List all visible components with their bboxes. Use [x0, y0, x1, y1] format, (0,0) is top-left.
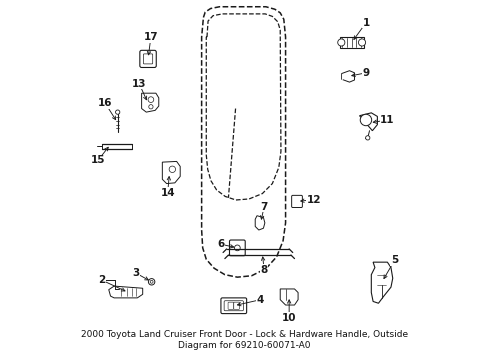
FancyBboxPatch shape	[224, 301, 243, 311]
FancyBboxPatch shape	[227, 302, 233, 309]
FancyBboxPatch shape	[229, 240, 244, 256]
Text: 4: 4	[256, 295, 264, 305]
Circle shape	[234, 245, 240, 251]
Circle shape	[148, 97, 153, 103]
Text: 5: 5	[390, 255, 397, 265]
Polygon shape	[162, 161, 180, 184]
Polygon shape	[280, 289, 298, 305]
Polygon shape	[255, 216, 264, 230]
Circle shape	[337, 39, 344, 46]
Text: 16: 16	[98, 98, 112, 108]
Text: 9: 9	[362, 68, 369, 78]
Text: 13: 13	[132, 78, 146, 89]
Polygon shape	[341, 71, 354, 82]
Polygon shape	[370, 262, 392, 303]
FancyBboxPatch shape	[221, 298, 246, 314]
Circle shape	[148, 105, 153, 109]
FancyBboxPatch shape	[233, 302, 239, 309]
Circle shape	[150, 280, 153, 283]
Polygon shape	[359, 113, 377, 131]
FancyBboxPatch shape	[291, 195, 302, 207]
Text: 1: 1	[362, 18, 369, 28]
Circle shape	[358, 39, 365, 46]
Circle shape	[148, 279, 155, 285]
Circle shape	[169, 166, 175, 172]
Polygon shape	[108, 286, 142, 298]
Text: 7: 7	[260, 202, 267, 212]
Text: 14: 14	[160, 188, 175, 198]
Text: 17: 17	[143, 32, 158, 42]
Polygon shape	[339, 37, 363, 48]
Text: 2: 2	[98, 275, 105, 285]
Text: 15: 15	[91, 156, 105, 165]
Polygon shape	[142, 93, 159, 112]
Circle shape	[115, 110, 120, 114]
Text: 10: 10	[281, 312, 296, 323]
Text: 12: 12	[306, 195, 321, 204]
Circle shape	[365, 136, 369, 140]
Text: 3: 3	[132, 268, 139, 278]
Circle shape	[360, 114, 371, 126]
FancyBboxPatch shape	[140, 50, 156, 67]
Text: 2000 Toyota Land Cruiser Front Door - Lock & Hardware Handle, Outside
Diagram fo: 2000 Toyota Land Cruiser Front Door - Lo…	[81, 330, 407, 350]
Text: 11: 11	[379, 115, 394, 125]
Text: 8: 8	[260, 265, 267, 275]
Text: 6: 6	[217, 239, 224, 249]
FancyBboxPatch shape	[143, 54, 152, 64]
